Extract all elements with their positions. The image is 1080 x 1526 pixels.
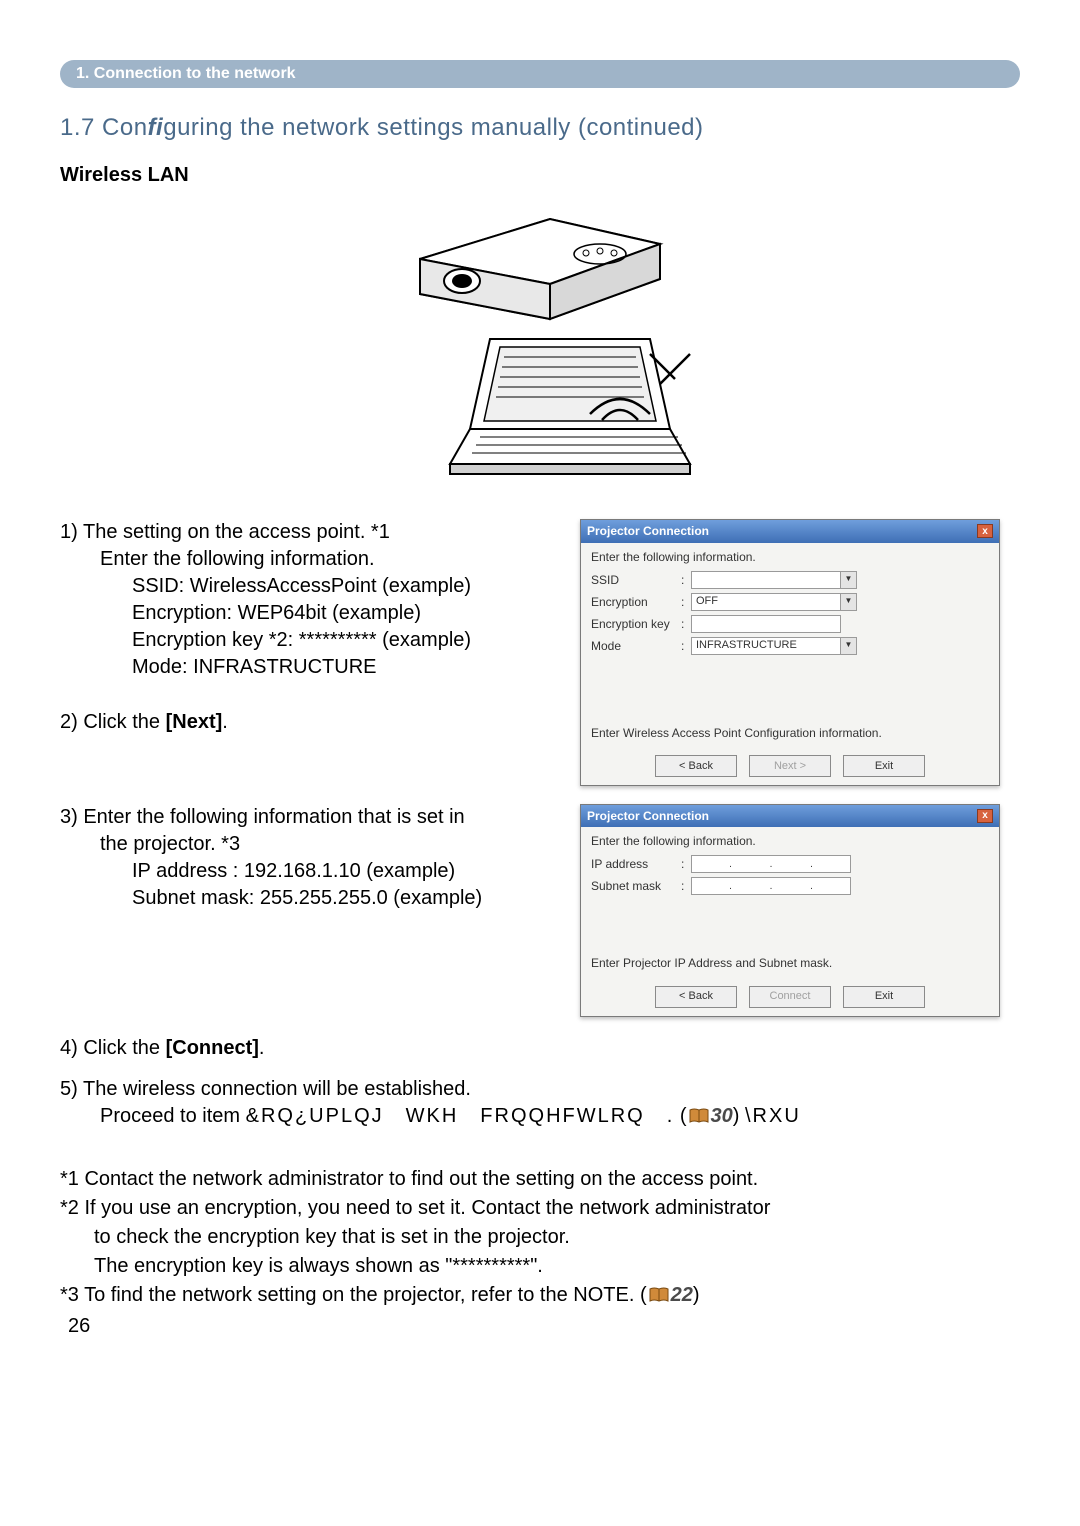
mask-field[interactable]: . . . bbox=[691, 877, 851, 895]
step1-v4: Mode: INFRASTRUCTURE bbox=[60, 654, 560, 681]
projector-laptop-illustration bbox=[360, 199, 720, 479]
book-icon bbox=[689, 1108, 709, 1124]
mask-label: Subnet mask bbox=[591, 878, 681, 894]
step5-line2: Proceed to item &RQ¿UPLQJ WKH FRQQHFWLRQ… bbox=[60, 1103, 1020, 1130]
dialog-title: Projector Connection bbox=[587, 808, 709, 824]
exit-button[interactable]: Exit bbox=[843, 755, 925, 777]
exit-button[interactable]: Exit bbox=[843, 986, 925, 1008]
close-icon[interactable]: x bbox=[977, 524, 993, 538]
footnote-1: *1 Contact the network administrator to … bbox=[60, 1166, 1020, 1193]
ip-field[interactable]: . . . bbox=[691, 855, 851, 873]
step1-v1: SSID: WirelessAccessPoint (example) bbox=[60, 573, 560, 600]
close-icon[interactable]: x bbox=[977, 809, 993, 823]
chevron-down-icon[interactable]: ▼ bbox=[841, 571, 857, 589]
dialog-instruction: Enter the following information. bbox=[591, 833, 989, 849]
chevron-down-icon[interactable]: ▼ bbox=[841, 593, 857, 611]
dialog-titlebar: Projector Connection x bbox=[581, 805, 999, 827]
step1-v2: Encryption: WEP64bit (example) bbox=[60, 600, 560, 627]
section-pill: 1. Connection to the network bbox=[60, 60, 1020, 88]
back-button[interactable]: < Back bbox=[655, 986, 737, 1008]
chevron-down-icon[interactable]: ▼ bbox=[841, 637, 857, 655]
dialog-ip-config: Projector Connection x Enter the followi… bbox=[580, 804, 1000, 1017]
page-number: 26 bbox=[60, 1313, 1020, 1340]
dialog-hint: Enter Wireless Access Point Configuratio… bbox=[591, 725, 989, 741]
encryption-key-field[interactable] bbox=[691, 615, 841, 633]
next-button[interactable]: Next > bbox=[749, 755, 831, 777]
dialog-titlebar: Projector Connection x bbox=[581, 520, 999, 542]
illustration-row bbox=[60, 199, 1020, 479]
subsection-title: 1.7 Configuring the network settings man… bbox=[60, 112, 1020, 144]
footnote-2c: The encryption key is always shown as "*… bbox=[60, 1253, 1020, 1280]
connect-button[interactable]: Connect bbox=[749, 986, 831, 1008]
step-3: 3) Enter the following information that … bbox=[60, 804, 560, 912]
step5-line1: 5) The wireless connection will be estab… bbox=[60, 1076, 1020, 1103]
step1-line1: 1) The setting on the access point. *1 bbox=[60, 519, 560, 546]
footnotes: *1 Contact the network administrator to … bbox=[60, 1166, 1020, 1309]
ref-page: 30 bbox=[711, 1105, 733, 1127]
book-icon bbox=[649, 1287, 669, 1303]
ssid-field[interactable] bbox=[691, 571, 841, 589]
encryption-label: Encryption bbox=[591, 594, 681, 610]
section-label: 1. Connection to the network bbox=[76, 63, 296, 85]
mode-field[interactable]: INFRASTRUCTURE bbox=[691, 637, 841, 655]
step3-line2: the projector. *3 bbox=[60, 831, 560, 858]
ip-label: IP address bbox=[591, 856, 681, 872]
step3-v2: Subnet mask: 255.255.255.0 (example) bbox=[60, 885, 560, 912]
encryption-field[interactable]: OFF bbox=[691, 593, 841, 611]
dialog-hint: Enter Projector IP Address and Subnet ma… bbox=[591, 955, 989, 971]
dialog-instruction: Enter the following information. bbox=[591, 549, 989, 565]
back-button[interactable]: < Back bbox=[655, 755, 737, 777]
encryption-key-label: Encryption key bbox=[591, 616, 681, 632]
step3-line1: 3) Enter the following information that … bbox=[60, 804, 560, 831]
step-1: 1) The setting on the access point. *1 E… bbox=[60, 519, 560, 736]
step-4: 4) Click the [Connect]. bbox=[60, 1035, 1020, 1062]
footnote-2b: to check the encryption key that is set … bbox=[60, 1224, 1020, 1251]
step1-v3: Encryption key *2: ********** (example) bbox=[60, 627, 560, 654]
step3-v1: IP address : 192.168.1.10 (example) bbox=[60, 858, 560, 885]
dialog-title: Projector Connection bbox=[587, 523, 709, 539]
footnote-2a: *2 If you use an encryption, you need to… bbox=[60, 1195, 1020, 1222]
step1-line2: Enter the following information. bbox=[60, 546, 560, 573]
ssid-label: SSID bbox=[591, 572, 681, 588]
dialog-ap-config: Projector Connection x Enter the followi… bbox=[580, 519, 1000, 786]
mode-label: Mode bbox=[591, 638, 681, 654]
footnote-3: *3 To ﬁnd the network setting on the pro… bbox=[60, 1282, 1020, 1309]
step-5: 5) The wireless connection will be estab… bbox=[60, 1076, 1020, 1130]
sub-label: Wireless LAN bbox=[60, 162, 1020, 189]
step-2: 2) Click the [Next]. bbox=[60, 709, 560, 736]
